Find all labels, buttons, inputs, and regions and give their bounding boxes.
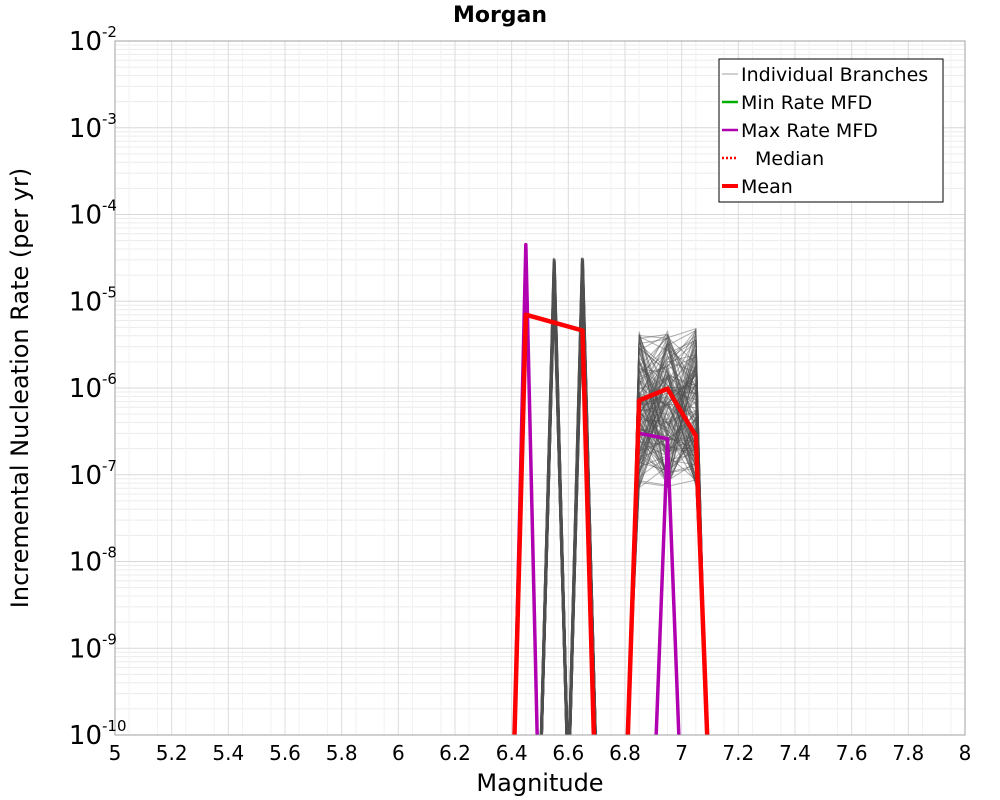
x-axis-label: Magnitude	[476, 769, 603, 797]
y-tick-exponent: -5	[102, 283, 117, 301]
y-tick-label: 10	[69, 721, 102, 751]
x-tick-label: 7.4	[779, 741, 811, 765]
legend-label: Max Rate MFD	[741, 120, 878, 142]
x-tick-label: 5.4	[212, 741, 244, 765]
series-lines	[512, 242, 710, 736]
series-mean	[512, 312, 597, 736]
x-tick-label: 7.6	[836, 741, 868, 765]
y-tick-label: 10	[69, 27, 102, 57]
plot-frame	[114, 40, 966, 736]
legend-label: Median	[755, 148, 824, 170]
x-tick-label: 7.8	[892, 741, 924, 765]
legend-label: Min Rate MFD	[741, 92, 872, 114]
x-tick-label: 6.4	[496, 741, 528, 765]
series-mean	[625, 386, 710, 736]
y-tick-label: 10	[69, 548, 102, 578]
legend-box	[718, 58, 944, 203]
x-tick-label: 7	[675, 741, 688, 765]
series-max-rate-mfd	[654, 437, 681, 736]
y-tick-label: 10	[69, 201, 102, 231]
y-tick-label: 10	[69, 634, 102, 664]
y-tick-exponent: -9	[102, 630, 117, 648]
y-tick-exponent: -6	[102, 370, 117, 388]
legend-label: Individual Branches	[741, 64, 928, 86]
x-tick-label: 5.6	[269, 741, 301, 765]
x-tick-label: 6.8	[609, 741, 641, 765]
branch-line	[541, 263, 569, 736]
y-tick-label: 10	[69, 374, 102, 404]
y-tick-exponent: -4	[102, 197, 117, 215]
y-tick-label: 10	[69, 461, 102, 491]
x-tick-label: 5	[109, 741, 122, 765]
x-tick-label: 7.2	[722, 741, 754, 765]
x-tick-label: 6	[392, 741, 405, 765]
y-tick-exponent: -3	[102, 110, 117, 128]
legend-label: Mean	[741, 176, 793, 198]
y-axis-label: Incremental Nucleation Rate (per yr)	[6, 168, 34, 608]
series-max-rate-mfd	[638, 431, 668, 441]
y-tick-exponent: -2	[102, 23, 117, 41]
x-tick-label: 5.8	[326, 741, 358, 765]
y-tick-label: 10	[69, 114, 102, 144]
x-tick-label: 8	[959, 741, 972, 765]
y-tick-exponent: -8	[102, 544, 117, 562]
legend: Individual Branches Min Rate MFD Max Rate …	[718, 58, 944, 203]
chart-title: Morgan	[453, 3, 547, 28]
branch-line	[540, 257, 567, 736]
x-tick-label: 6.2	[439, 741, 471, 765]
y-tick-label: 10	[69, 287, 102, 317]
y-tick-exponent: -7	[102, 457, 117, 475]
x-tick-label: 6.6	[552, 741, 584, 765]
x-tick-label: 5.2	[156, 741, 188, 765]
x-axis-ticks: 5 5.2 5.4 5.6 5.8 6 6.2 6.4 6.6 6.8 7 7.2 7.4 7.6 7.8 8	[109, 741, 972, 765]
branch-line	[570, 269, 597, 736]
y-tick-exponent: -10	[102, 717, 127, 735]
